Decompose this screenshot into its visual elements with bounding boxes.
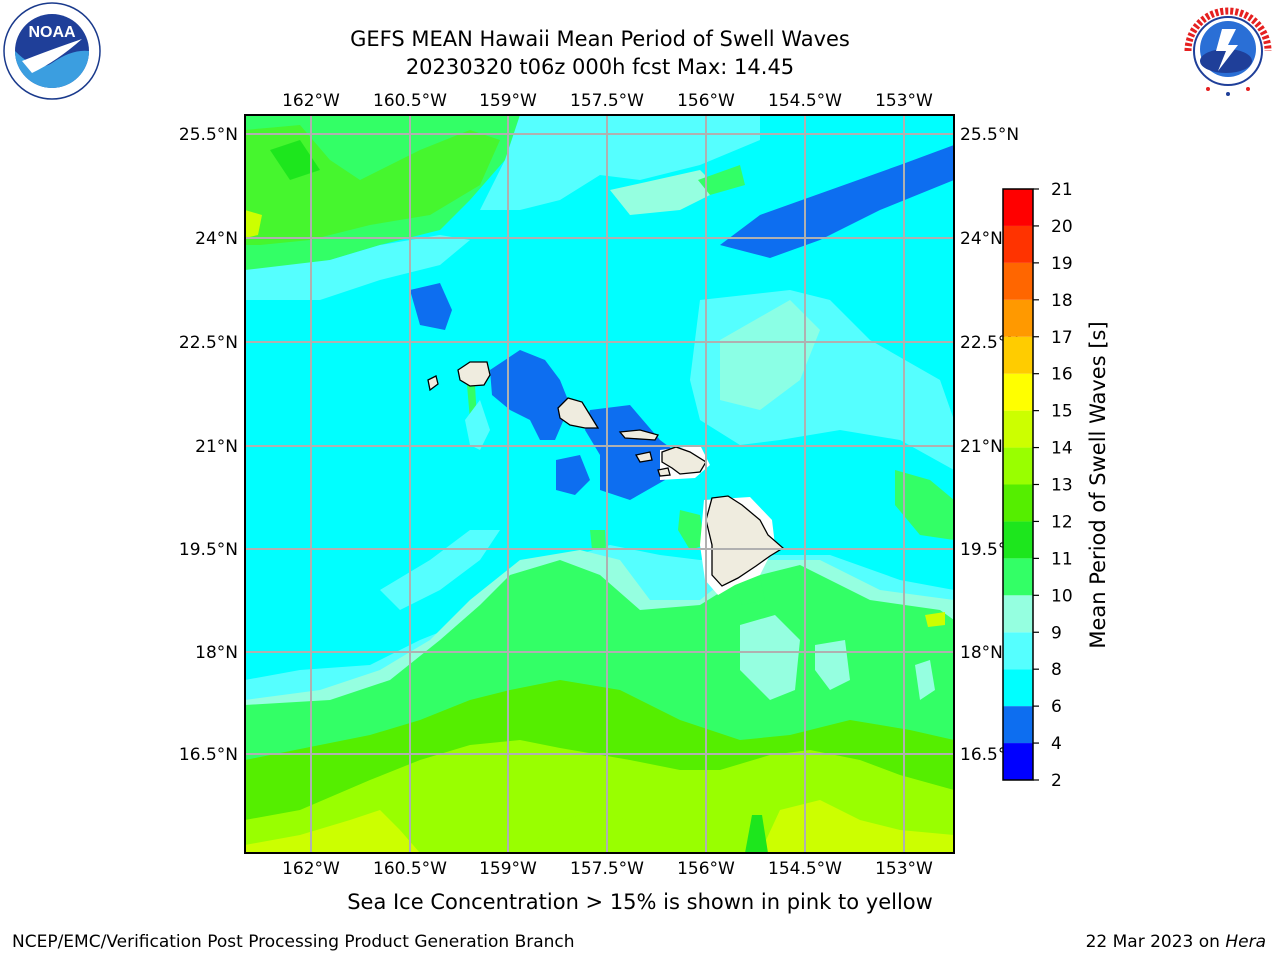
- colorbar-segment: [1003, 743, 1033, 780]
- lon-label-bottom: 157.5°W: [570, 859, 644, 879]
- map-subtitle: 20230320 t06z 000h fcst Max: 14.45: [405, 55, 795, 79]
- lon-label-top: 160.5°W: [373, 91, 447, 111]
- colorbar-tick-label: 4: [1051, 734, 1062, 754]
- colorbar-segment: [1003, 706, 1033, 744]
- noaa-logo-icon: NOAA: [3, 2, 101, 100]
- colorbar-label: Mean Period of Swell Waves [s]: [1086, 321, 1110, 648]
- nws-logo-icon: [1180, 3, 1276, 99]
- islands: [427, 361, 785, 587]
- colorbar-segment: [1003, 225, 1033, 263]
- lat-label-right: 18°N: [960, 643, 1003, 663]
- colorbar-segment: [1003, 189, 1033, 226]
- colorbar-segment: [1003, 410, 1033, 448]
- colorbar-segment: [1003, 558, 1033, 596]
- lon-label-top: 162°W: [282, 91, 340, 111]
- lon-label-top: 157.5°W: [570, 91, 644, 111]
- lon-label-bottom: 162°W: [282, 859, 340, 879]
- map-frame: [244, 114, 955, 854]
- lat-label-right: 24°N: [960, 229, 1003, 249]
- colorbar-segment: [1003, 299, 1033, 337]
- colorbar-tick-label: 9: [1051, 623, 1062, 643]
- colorbar-tick-label: 20: [1051, 217, 1073, 237]
- lon-label-bottom: 160.5°W: [373, 859, 447, 879]
- swell-period-field: [245, 115, 954, 853]
- colorbar-tick-label: 11: [1051, 549, 1073, 569]
- colorbar-tick-label: 21: [1051, 180, 1073, 200]
- colorbar-segment: [1003, 632, 1033, 670]
- colorbar-tick-label: 6: [1051, 697, 1062, 717]
- colorbar-tick-label: 2: [1051, 771, 1062, 791]
- colorbar-segment: [1003, 447, 1033, 485]
- lat-label-left: 16.5°N: [179, 745, 238, 765]
- colorbar-tick-label: 13: [1051, 476, 1073, 496]
- lon-label-bottom: 153°W: [875, 859, 933, 879]
- colorbar-segment: [1003, 262, 1033, 300]
- colorbar-tick-label: 17: [1051, 328, 1073, 348]
- lat-label-left: 18°N: [195, 643, 238, 663]
- colorbar-tick-label: 10: [1051, 586, 1073, 606]
- colorbar-tick-label: 8: [1051, 660, 1062, 680]
- lat-label-left: 25.5°N: [179, 125, 238, 145]
- colorbar-segment: [1003, 521, 1033, 559]
- colorbar-segment: [1003, 484, 1033, 522]
- map-title: GEFS MEAN Hawaii Mean Period of Swell Wa…: [350, 27, 850, 51]
- lon-label-bottom: 159°W: [479, 859, 537, 879]
- footer-host: Hera: [1225, 932, 1266, 952]
- colorbar-segment: [1003, 595, 1033, 633]
- footer-date-text: 22 Mar 2023 on: [1085, 932, 1226, 952]
- colorbar-tick-label: 15: [1051, 402, 1073, 422]
- lon-label-top: 156°W: [677, 91, 735, 111]
- colorbar-tick-label: 19: [1051, 254, 1073, 274]
- sea-ice-note: Sea Ice Concentration > 15% is shown in …: [347, 890, 933, 914]
- colorbar-tick-label: 12: [1051, 512, 1073, 532]
- colorbar-segment: [1003, 669, 1033, 707]
- colorbar-tick-label: 16: [1051, 365, 1073, 385]
- lat-label-right: 21°N: [960, 437, 1003, 457]
- lon-label-bottom: 154.5°W: [768, 859, 842, 879]
- footer-date: 22 Mar 2023 on Hera: [1086, 932, 1266, 952]
- noaa-logo-text: NOAA: [28, 24, 76, 41]
- colorbar: 2 4 6 8 9 10 11 12 13 14 15 16 17 18 19 20 21: [1002, 180, 1073, 791]
- lat-label-left: 19.5°N: [179, 540, 238, 560]
- lat-label-left: 24°N: [195, 229, 238, 249]
- colorbar-tick-label: 18: [1051, 291, 1073, 311]
- colorbar-segment: [1003, 373, 1033, 411]
- lon-label-top: 159°W: [479, 91, 537, 111]
- graticule: [245, 115, 954, 853]
- footer-credit: NCEP/EMC/Verification Post Processing Pr…: [12, 932, 575, 952]
- colorbar-segment: [1003, 336, 1033, 374]
- lat-label-left: 22.5°N: [179, 333, 238, 353]
- lon-label-top: 153°W: [875, 91, 933, 111]
- colorbar-tick-label: 14: [1051, 439, 1073, 459]
- lat-label-right: 25.5°N: [960, 125, 1019, 145]
- lat-label-left: 21°N: [195, 437, 238, 457]
- lon-label-bottom: 156°W: [677, 859, 735, 879]
- lon-label-top: 154.5°W: [768, 91, 842, 111]
